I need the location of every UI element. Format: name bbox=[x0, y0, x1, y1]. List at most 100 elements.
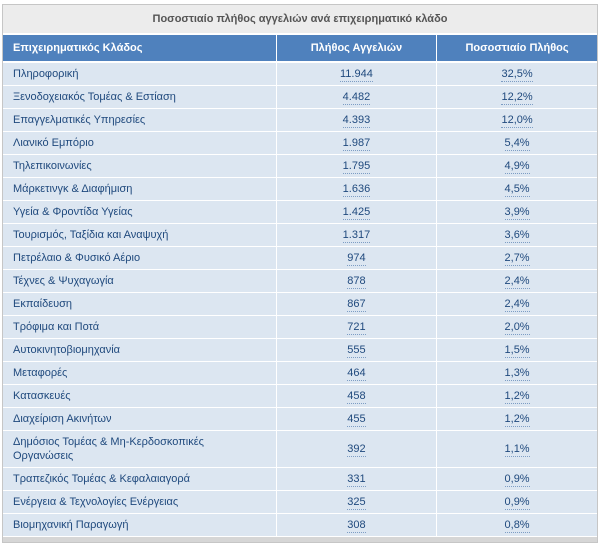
percent-cell: 3,6% bbox=[436, 223, 597, 247]
count-value: 4.482 bbox=[342, 91, 371, 105]
percent-cell: 2,4% bbox=[436, 292, 597, 316]
percent-cell: 1,2% bbox=[436, 384, 597, 408]
percent-cell: 1,1% bbox=[436, 430, 597, 468]
percent-value: 2,0% bbox=[504, 321, 530, 335]
table-row: Ενέργεια & Τεχνολογίες Ενέργειας 325 0,9% bbox=[3, 490, 597, 514]
percent-cell: 5,4% bbox=[436, 131, 597, 155]
sector-cell: Τραπεζικός Τομέας & Κεφαλαιαγορά bbox=[3, 467, 277, 491]
count-value: 1.317 bbox=[342, 229, 371, 243]
col-header-sector: Επιχειρηματικός Κλάδος bbox=[3, 35, 277, 63]
sector-cell: Μεταφορές bbox=[3, 361, 277, 385]
table-row: Επαγγελματικές Υπηρεσίες 4.393 12,0% bbox=[3, 108, 597, 132]
percent-value: 0,9% bbox=[504, 473, 530, 487]
sector-cell: Τέχνες & Ψυχαγωγία bbox=[3, 269, 277, 293]
count-cell: 331 bbox=[276, 467, 438, 491]
count-cell: 392 bbox=[276, 430, 438, 468]
table-bottom-edge bbox=[3, 537, 597, 542]
col-header-percent: Ποσοστιαίο Πλήθος bbox=[436, 35, 597, 63]
percent-value: 1,2% bbox=[504, 413, 530, 427]
count-value: 308 bbox=[347, 519, 366, 533]
table-row: Τέχνες & Ψυχαγωγία 878 2,4% bbox=[3, 269, 597, 293]
count-cell: 325 bbox=[276, 490, 438, 514]
percent-value: 2,4% bbox=[504, 298, 530, 312]
count-value: 878 bbox=[347, 275, 366, 289]
sector-cell: Επαγγελματικές Υπηρεσίες bbox=[3, 108, 277, 132]
table-row: Διαχείριση Ακινήτων 455 1,2% bbox=[3, 407, 597, 431]
count-cell: 721 bbox=[276, 315, 438, 339]
percent-value: 0,9% bbox=[504, 496, 530, 510]
sector-cell: Πληροφορική bbox=[3, 62, 277, 86]
percent-value: 1,2% bbox=[504, 390, 530, 404]
count-cell: 974 bbox=[276, 246, 438, 270]
count-cell: 1.987 bbox=[276, 131, 438, 155]
sector-cell: Ενέργεια & Τεχνολογίες Ενέργειας bbox=[3, 490, 277, 514]
count-value: 867 bbox=[347, 298, 366, 312]
percent-cell: 12,2% bbox=[436, 85, 597, 109]
table-row: Τηλεπικοινωνίες 1.795 4,9% bbox=[3, 154, 597, 178]
header-row: Επιχειρηματικός Κλάδος Πλήθος Αγγελιών Π… bbox=[3, 35, 597, 63]
percent-cell: 12,0% bbox=[436, 108, 597, 132]
col-header-count: Πλήθος Αγγελιών bbox=[276, 35, 438, 63]
table-row: Πετρέλαιο & Φυσικό Αέριο 974 2,7% bbox=[3, 246, 597, 270]
percent-cell: 0,9% bbox=[436, 490, 597, 514]
count-value: 1.795 bbox=[342, 160, 371, 174]
table-row: Λιανικό Εμπόριο 1.987 5,4% bbox=[3, 131, 597, 155]
count-value: 555 bbox=[347, 344, 366, 358]
data-table: Επιχειρηματικός Κλάδος Πλήθος Αγγελιών Π… bbox=[3, 35, 597, 537]
table-row: Εκπαίδευση 867 2,4% bbox=[3, 292, 597, 316]
count-value: 464 bbox=[347, 367, 366, 381]
count-value: 325 bbox=[347, 496, 366, 510]
percent-value: 1,3% bbox=[504, 367, 530, 381]
table-row: Ξενοδοχειακός Τομέας & Εστίαση 4.482 12,2% bbox=[3, 85, 597, 109]
table-row: Δημόσιος Τομέας & Μη-Κερδοσκοπικές Οργαν… bbox=[3, 430, 597, 468]
count-cell: 1.317 bbox=[276, 223, 438, 247]
count-value: 721 bbox=[347, 321, 366, 335]
count-cell: 4.393 bbox=[276, 108, 438, 132]
percent-cell: 1,2% bbox=[436, 407, 597, 431]
count-value: 11.944 bbox=[340, 68, 373, 82]
sector-listings-table: Ποσοστιαίο πλήθος αγγελιών ανά επιχειρημ… bbox=[2, 4, 598, 543]
count-cell: 1.795 bbox=[276, 154, 438, 178]
percent-cell: 32,5% bbox=[436, 62, 597, 86]
sector-cell: Μάρκετινγκ & Διαφήμιση bbox=[3, 177, 277, 201]
count-cell: 458 bbox=[276, 384, 438, 408]
count-cell: 1.636 bbox=[276, 177, 438, 201]
table-row: Μάρκετινγκ & Διαφήμιση 1.636 4,5% bbox=[3, 177, 597, 201]
table-row: Τρόφιμα και Ποτά 721 2,0% bbox=[3, 315, 597, 339]
count-cell: 455 bbox=[276, 407, 438, 431]
sector-cell: Εκπαίδευση bbox=[3, 292, 277, 316]
percent-value: 3,9% bbox=[504, 206, 530, 220]
percent-value: 12,2% bbox=[501, 91, 533, 105]
count-cell: 308 bbox=[276, 513, 438, 537]
count-value: 4.393 bbox=[342, 114, 371, 128]
percent-value: 5,4% bbox=[504, 137, 530, 151]
percent-value: 32,5% bbox=[501, 68, 533, 82]
count-value: 458 bbox=[347, 390, 366, 404]
count-cell: 1.425 bbox=[276, 200, 438, 224]
table-title: Ποσοστιαίο πλήθος αγγελιών ανά επιχειρημ… bbox=[3, 5, 597, 35]
percent-value: 0,8% bbox=[504, 519, 530, 533]
count-cell: 464 bbox=[276, 361, 438, 385]
sector-cell: Διαχείριση Ακινήτων bbox=[3, 407, 277, 431]
count-cell: 4.482 bbox=[276, 85, 438, 109]
percent-value: 3,6% bbox=[504, 229, 530, 243]
percent-cell: 1,3% bbox=[436, 361, 597, 385]
count-value: 1.636 bbox=[342, 183, 371, 197]
percent-value: 4,9% bbox=[504, 160, 530, 174]
table-body: Πληροφορική 11.944 32,5% Ξενοδοχειακός Τομέ… bbox=[3, 62, 597, 537]
count-value: 1.425 bbox=[342, 206, 371, 220]
sector-cell: Κατασκευές bbox=[3, 384, 277, 408]
sector-cell: Αυτοκινητοβιομηχανία bbox=[3, 338, 277, 362]
sector-cell: Τρόφιμα και Ποτά bbox=[3, 315, 277, 339]
table-row: Τραπεζικός Τομέας & Κεφαλαιαγορά 331 0,9% bbox=[3, 467, 597, 491]
percent-cell: 2,0% bbox=[436, 315, 597, 339]
percent-cell: 4,5% bbox=[436, 177, 597, 201]
percent-value: 4,5% bbox=[504, 183, 530, 197]
percent-cell: 2,4% bbox=[436, 269, 597, 293]
count-cell: 867 bbox=[276, 292, 438, 316]
percent-value: 12,0% bbox=[501, 114, 533, 128]
sector-cell: Τηλεπικοινωνίες bbox=[3, 154, 277, 178]
percent-cell: 1,5% bbox=[436, 338, 597, 362]
sector-cell: Βιομηχανική Παραγωγή bbox=[3, 513, 277, 537]
